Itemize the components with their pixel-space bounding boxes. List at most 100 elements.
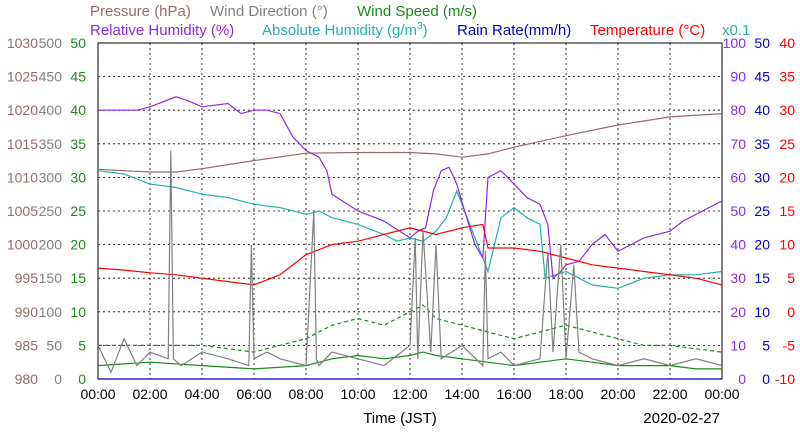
y-tick-label: 25 — [70, 203, 86, 219]
y-tick-label: 1000 — [7, 237, 38, 253]
y-tick-label: 10 — [70, 304, 86, 320]
y-tick-label: 1010 — [7, 169, 38, 185]
y-tick-label: 15 — [779, 203, 795, 219]
y-tick-label: 50 — [46, 337, 62, 353]
x-tick-label: 00:00 — [80, 386, 115, 402]
x-tick-label: 02:00 — [132, 386, 167, 402]
y-tick-label: 60 — [730, 169, 746, 185]
y-tick-label: 10 — [730, 337, 746, 353]
legend-item: Relative Humidity (%) — [90, 22, 234, 39]
y-tick-label: 45 — [70, 69, 86, 85]
y-tick-label: -5 — [783, 337, 796, 353]
y-tick-label: 200 — [39, 237, 63, 253]
series-line — [97, 113, 723, 173]
x-tick-label: 22:00 — [652, 386, 687, 402]
y-tick-label: 0 — [762, 371, 770, 387]
y-tick-label: 40 — [70, 102, 86, 118]
y-tick-label: 20 — [754, 237, 770, 253]
x-axis-label: Time (JST) — [363, 410, 437, 427]
y-tick-label: 30 — [70, 169, 86, 185]
legend-item: Absolute Humidity (g/m3) — [262, 21, 428, 39]
y-tick-label: 40 — [754, 102, 770, 118]
y-tick-label: 25 — [779, 136, 795, 152]
y-tick-label: 500 — [39, 35, 63, 51]
y-tick-label: 100 — [39, 304, 63, 320]
x-tick-label: 04:00 — [184, 386, 219, 402]
y-tick-label: 20 — [730, 304, 746, 320]
date-label: 2020-02-27 — [643, 410, 720, 427]
y-tick-label: 990 — [15, 304, 39, 320]
series-line — [97, 150, 723, 374]
legend-item: Wind Direction (°) — [210, 3, 328, 20]
x-tick-label: 12:00 — [392, 386, 427, 402]
series-line — [98, 304, 723, 353]
y-tick-label: 50 — [70, 35, 86, 51]
x-tick-label: 16:00 — [496, 386, 531, 402]
axes: 9809859909951000100510101015102010251030… — [7, 35, 795, 402]
y-tick-label: 100 — [723, 35, 747, 51]
y-tick-label: 1005 — [7, 203, 38, 219]
y-tick-label: 350 — [39, 136, 63, 152]
x-tick-label: 08:00 — [288, 386, 323, 402]
legend-item: Wind Speed (m/s) — [357, 3, 477, 20]
y-tick-label: 90 — [730, 69, 746, 85]
y-tick-label: 1030 — [7, 35, 38, 51]
y-tick-label: 400 — [39, 102, 63, 118]
series-line — [97, 351, 722, 370]
y-tick-label: 10 — [754, 304, 770, 320]
series-line — [98, 96, 723, 280]
y-tick-label: 1020 — [7, 102, 38, 118]
y-tick-label: 30 — [754, 169, 770, 185]
y-tick-label: 150 — [39, 270, 63, 286]
x-tick-label: 10:00 — [340, 386, 375, 402]
y-tick-label: 450 — [39, 69, 63, 85]
series-group — [97, 96, 723, 380]
x-tick-label: 20:00 — [600, 386, 635, 402]
grid — [97, 42, 723, 380]
y-tick-label: 45 — [754, 69, 770, 85]
y-tick-label: 1025 — [7, 69, 38, 85]
y-tick-label: 40 — [779, 35, 795, 51]
y-tick-label: 1015 — [7, 136, 38, 152]
x-tick-label: 18:00 — [548, 386, 583, 402]
y-tick-label: 50 — [730, 203, 746, 219]
x-tick-label: 00:00 — [704, 386, 739, 402]
legend: Pressure (hPa) Wind Direction (°) Wind Spe… — [90, 3, 750, 39]
y-tick-label: 50 — [754, 35, 770, 51]
y-tick-label: 995 — [15, 270, 39, 286]
y-tick-label: 0 — [738, 371, 746, 387]
y-tick-label: 70 — [730, 136, 746, 152]
y-tick-label: 250 — [39, 203, 63, 219]
y-tick-label: 35 — [779, 69, 795, 85]
legend-item: Pressure (hPa) — [90, 3, 191, 20]
legend-item: Rain Rate(mm/h) — [457, 22, 571, 39]
y-tick-label: 35 — [70, 136, 86, 152]
y-tick-label: 15 — [70, 270, 86, 286]
legend-item: x0.1 — [722, 22, 750, 39]
legend-superscript: 3 — [417, 21, 423, 32]
series-line — [97, 170, 723, 289]
x-tick-label: 06:00 — [236, 386, 271, 402]
y-tick-label: 20 — [70, 237, 86, 253]
y-tick-label: 5 — [762, 337, 770, 353]
series-line — [97, 223, 723, 286]
y-tick-label: 30 — [779, 102, 795, 118]
y-tick-label: 0 — [78, 371, 86, 387]
y-tick-label: 35 — [754, 136, 770, 152]
y-tick-label: 5 — [78, 337, 86, 353]
y-tick-label: 300 — [39, 169, 63, 185]
y-tick-label: 30 — [730, 270, 746, 286]
y-tick-label: 0 — [787, 304, 795, 320]
y-tick-label: 20 — [779, 169, 795, 185]
y-tick-label: 25 — [754, 203, 770, 219]
y-tick-label: 15 — [754, 270, 770, 286]
legend-suffix: ) — [423, 22, 428, 39]
y-tick-label: -10 — [775, 371, 795, 387]
y-tick-label: 0 — [54, 371, 62, 387]
legend-item: Temperature (°C) — [590, 22, 705, 39]
y-tick-label: 985 — [15, 337, 39, 353]
y-tick-label: 5 — [787, 270, 795, 286]
y-tick-label: 40 — [730, 237, 746, 253]
